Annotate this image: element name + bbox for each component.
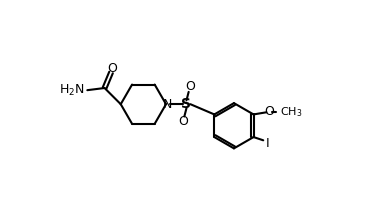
Text: S: S xyxy=(182,97,191,111)
Text: O: O xyxy=(107,62,117,75)
Text: I: I xyxy=(265,137,269,150)
Text: O: O xyxy=(185,81,195,94)
Text: O: O xyxy=(264,105,274,118)
Text: O: O xyxy=(178,115,188,128)
Text: N: N xyxy=(162,98,172,111)
Text: CH$_3$: CH$_3$ xyxy=(280,105,303,118)
Text: H$_2$N: H$_2$N xyxy=(59,83,85,98)
